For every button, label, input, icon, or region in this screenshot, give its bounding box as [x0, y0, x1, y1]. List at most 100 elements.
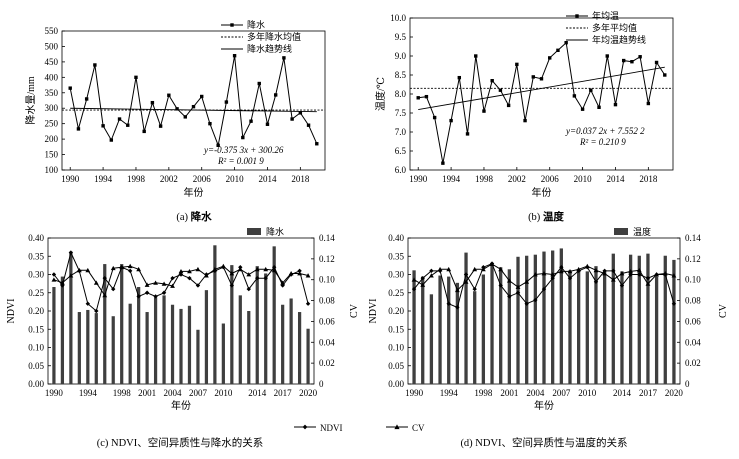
- data-point: [572, 94, 577, 98]
- x-tick-label: 2014: [606, 174, 625, 184]
- y-tick-label: 9.5: [395, 32, 407, 42]
- cv-point: [136, 266, 142, 272]
- x-tick-label: 2014: [258, 174, 277, 184]
- y-right-tick-label: 0.08: [685, 296, 701, 306]
- x-tick-label: 2004: [164, 388, 183, 398]
- x-tick-label: 1994: [94, 174, 113, 184]
- cv-point: [271, 267, 277, 273]
- legend-bar-swatch: [614, 228, 628, 235]
- y-left-tick-label: 0.10: [388, 343, 404, 353]
- cv-point: [506, 278, 512, 283]
- bar: [69, 251, 73, 384]
- ndvi-point: [255, 275, 260, 281]
- y-left-tick-label: 0.30: [388, 270, 404, 280]
- cv-point: [51, 277, 57, 282]
- cv-point: [297, 271, 302, 276]
- bar: [646, 253, 650, 384]
- data-point: [646, 101, 651, 106]
- cv-point: [420, 282, 426, 287]
- y-right-tick-label: 0: [319, 379, 324, 389]
- cv-point: [654, 272, 660, 277]
- y-left-axis-title: NDVI: [6, 299, 17, 324]
- cv-point: [454, 287, 460, 293]
- data-point: [306, 123, 311, 127]
- ndvi-line: [53, 251, 309, 312]
- bar: [637, 255, 641, 384]
- legend-ndvi-label: NDVI: [320, 423, 343, 433]
- bar: [551, 250, 555, 384]
- cv-point: [178, 268, 184, 274]
- bar: [429, 294, 434, 384]
- bar: [230, 265, 234, 384]
- data-point: [158, 124, 163, 128]
- x-tick-label: 2010: [574, 174, 593, 184]
- chart-b-temperature: 6.0 6.5 7.0 7.5 8.0 8.5 9.0 9.5 10.0 1990 1994 1998…: [374, 10, 674, 223]
- cv-point: [305, 273, 311, 278]
- trend-equation: y=0.037 2x + 7.552 2: [565, 126, 645, 136]
- ndvi-point: [593, 279, 599, 284]
- x-tick-label: 2006: [541, 174, 560, 184]
- shared-legend: NDVI CV: [294, 423, 425, 433]
- ndvi-point: [187, 275, 192, 281]
- ndvi-point: [411, 286, 417, 292]
- cv-point: [463, 279, 469, 284]
- y-right-axis-title: CV: [718, 303, 729, 318]
- data-point: [142, 129, 146, 134]
- data-point: [183, 115, 187, 119]
- data-point: [564, 41, 568, 45]
- bar: [247, 311, 251, 384]
- x-axis-title: 年份: [532, 186, 552, 199]
- data-point: [249, 119, 253, 123]
- y-tick-label: 300: [45, 103, 59, 113]
- cv-point: [584, 263, 590, 269]
- y-left-tick-label: 0.15: [28, 324, 44, 334]
- ndvi-point: [602, 268, 607, 274]
- cv-point: [170, 283, 175, 288]
- data-point: [490, 79, 494, 83]
- bar: [490, 263, 494, 384]
- bar: [447, 276, 451, 384]
- y-left-tick-label: 0.25: [28, 288, 44, 298]
- bar: [255, 266, 259, 384]
- data-point: [449, 118, 453, 123]
- bar: [103, 264, 107, 384]
- y-right-axis-title: CV: [349, 303, 360, 318]
- bar: [594, 266, 598, 384]
- y-axis-title: 降水量/mm: [24, 76, 37, 125]
- y-tick-label: 6.5: [395, 146, 407, 156]
- y-left-tick-label: 0.10: [28, 343, 44, 353]
- bar: [94, 313, 98, 384]
- cv-point: [119, 264, 125, 270]
- bar: [568, 270, 572, 384]
- cv-point: [662, 271, 668, 276]
- x-tick-label: 1990: [409, 174, 428, 184]
- cv-point: [437, 266, 443, 272]
- data-point: [506, 103, 511, 108]
- data-point: [150, 100, 155, 105]
- cv-point: [428, 273, 434, 278]
- plot-frame: [61, 30, 326, 171]
- cv-point: [229, 271, 235, 276]
- ndvi-point: [85, 301, 91, 306]
- cv-point: [204, 273, 209, 278]
- x-tick-label: 1990: [405, 388, 424, 398]
- ndvi-point: [271, 265, 277, 270]
- bar: [611, 253, 615, 384]
- ndvi-point: [619, 283, 625, 288]
- ndvi-point: [297, 268, 302, 274]
- y-tick-label: 7.5: [395, 108, 407, 118]
- data-point: [298, 111, 303, 115]
- y-right-tick-label: 0.10: [685, 275, 701, 285]
- data-point: [539, 77, 544, 81]
- cv-point: [411, 277, 417, 282]
- x-tick-label: 2014: [248, 388, 267, 398]
- y-tick-label: 400: [45, 72, 59, 82]
- y-left-tick-label: 0.00: [28, 379, 44, 389]
- data-point: [241, 135, 245, 140]
- data-point: [663, 73, 667, 77]
- cv-point: [102, 292, 108, 298]
- y-tick-label: 200: [45, 134, 59, 144]
- data-point: [621, 58, 626, 63]
- cv-point: [446, 266, 452, 272]
- y-right-tick-label: 0.12: [685, 254, 701, 264]
